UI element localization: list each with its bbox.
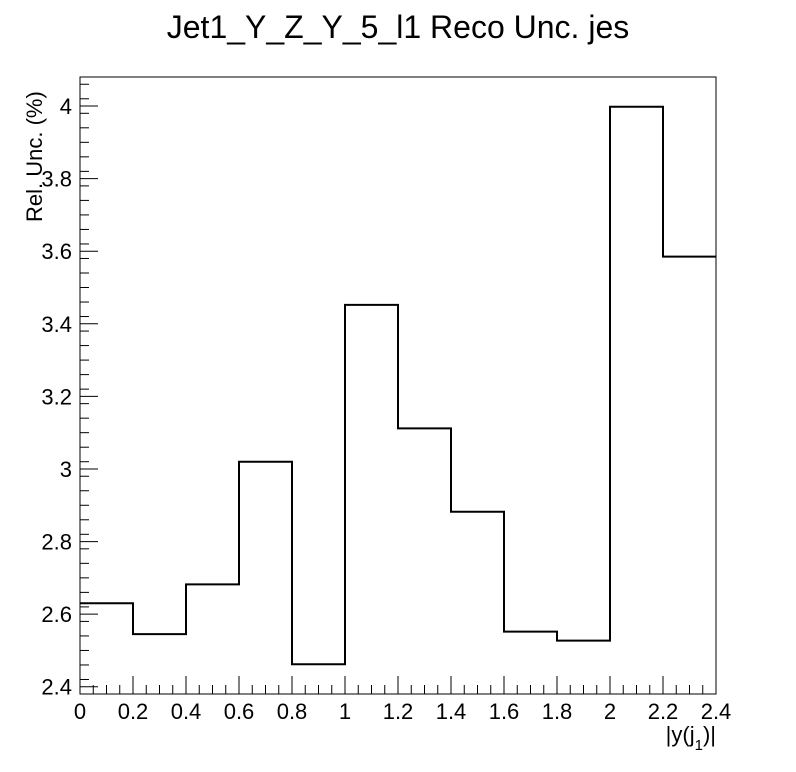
x-tick-label: 0.2	[118, 699, 149, 724]
y-tick-label: 3.4	[41, 312, 72, 337]
axis-tick-labels: 0 0.2 0.4 0.6 0.8 1 1.2 1.4 1.6 1.8 2 2.2 2.4 2.4 2.6 2…	[41, 94, 731, 724]
y-tick-label: 3.8	[41, 167, 72, 192]
x-axis-label-subscript: 1	[695, 737, 703, 754]
histogram-line	[80, 105, 716, 666]
y-tick-label: 3	[60, 457, 72, 482]
x-tick-label: 2.4	[701, 699, 732, 724]
y-tick-label: 3.6	[41, 239, 72, 264]
x-tick-label: 0.8	[277, 699, 308, 724]
x-tick-label: 1.4	[436, 699, 467, 724]
x-tick-label: 0	[74, 699, 86, 724]
y-tick-label: 2.6	[41, 602, 72, 627]
x-tick-label: 1	[339, 699, 351, 724]
x-tick-label: 0.6	[224, 699, 255, 724]
axis-ticks	[79, 83, 717, 695]
x-axis-label-end: )|	[703, 722, 716, 747]
x-axis-label-main: |y(j	[666, 722, 695, 747]
x-tick-label: 1.6	[489, 699, 520, 724]
chart-title: Jet1_Y_Z_Y_5_l1 Reco Unc. jes	[167, 9, 629, 45]
y-tick-label: 4	[60, 94, 72, 119]
y-axis-label: Rel. Unc. (%)	[22, 91, 47, 222]
x-tick-label: 0.4	[171, 699, 202, 724]
y-tick-label: 2.4	[41, 675, 72, 700]
y-tick-label: 2.8	[41, 530, 72, 555]
x-tick-label: 1.2	[383, 699, 414, 724]
x-tick-label: 2	[604, 699, 616, 724]
x-axis-label: |y(j1)|	[666, 722, 716, 754]
y-tick-label: 3.2	[41, 384, 72, 409]
x-tick-label: 2.2	[648, 699, 679, 724]
x-tick-label: 1.8	[542, 699, 573, 724]
